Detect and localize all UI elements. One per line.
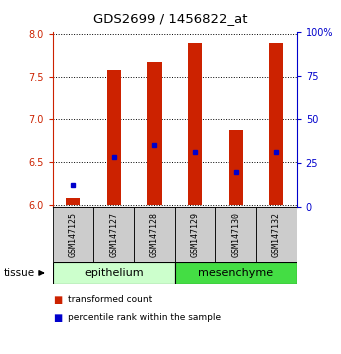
Bar (53, 262, 175, 284)
Bar (66, 198, 80, 205)
Text: GDS2699 / 1456822_at: GDS2699 / 1456822_at (93, 12, 248, 25)
Bar (216, 207, 256, 262)
Text: GSM147132: GSM147132 (272, 212, 281, 257)
Bar (175, 262, 297, 284)
Bar (134, 207, 175, 262)
Bar (269, 43, 283, 205)
Bar (228, 130, 243, 205)
Text: epithelium: epithelium (84, 268, 144, 278)
Bar (107, 70, 121, 205)
Bar (147, 62, 162, 205)
Text: GSM147129: GSM147129 (191, 212, 199, 257)
Bar (256, 207, 297, 262)
Text: ■: ■ (53, 313, 62, 322)
Text: GSM147130: GSM147130 (231, 212, 240, 257)
Text: ■: ■ (53, 295, 62, 305)
Text: transformed count: transformed count (68, 295, 152, 304)
Text: GSM147127: GSM147127 (109, 212, 118, 257)
Bar (188, 43, 202, 205)
Text: GSM147128: GSM147128 (150, 212, 159, 257)
Bar (93, 207, 134, 262)
Text: percentile rank within the sample: percentile rank within the sample (68, 313, 221, 322)
Bar (175, 207, 216, 262)
Text: mesenchyme: mesenchyme (198, 268, 273, 278)
Text: tissue: tissue (3, 268, 34, 278)
Bar (53, 207, 93, 262)
Text: GSM147125: GSM147125 (69, 212, 78, 257)
